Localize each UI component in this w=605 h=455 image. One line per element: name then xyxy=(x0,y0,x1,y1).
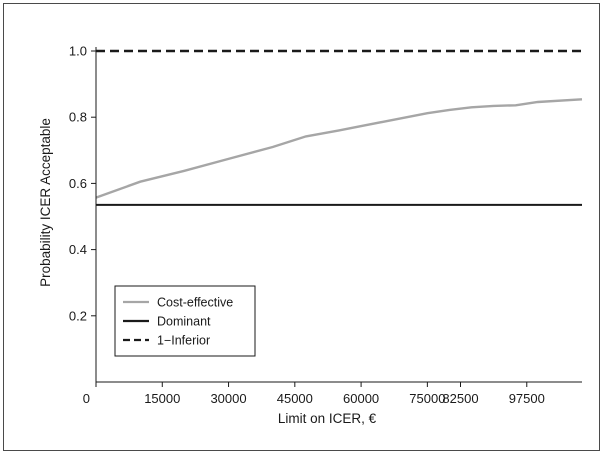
y-tick-label: 0.2 xyxy=(69,308,87,323)
line-chart: 0.2 0.4 0.6 0.8 1.0 0 15000 30000 45000 60000 750… xyxy=(38,44,583,426)
x-tick-label: 0 xyxy=(83,391,90,406)
x-tick-label: 30000 xyxy=(210,391,246,406)
legend-label-2: 1−Inferior xyxy=(157,334,210,348)
x-tick-label: 97500 xyxy=(509,391,545,406)
x-tick-label: 60000 xyxy=(343,391,379,406)
y-tick-label: 0.6 xyxy=(69,176,87,191)
y-axis-ticks: 0.2 0.4 0.6 0.8 1.0 xyxy=(69,44,96,323)
x-tick-label: 82500 xyxy=(442,391,478,406)
y-tick-label: 1.0 xyxy=(69,44,87,59)
y-tick-label: 0.8 xyxy=(69,110,87,125)
chart-frame: 0.2 0.4 0.6 0.8 1.0 0 15000 30000 45000 60000 750… xyxy=(3,3,600,451)
y-axis-title: Probability ICER Acceptable xyxy=(38,118,53,287)
axes xyxy=(95,47,582,383)
series-lines xyxy=(95,49,583,206)
x-tick-label: 15000 xyxy=(144,391,180,406)
x-tick-label: 45000 xyxy=(277,391,313,406)
y-tick-label: 0.4 xyxy=(69,242,87,257)
legend-label-1: Dominant xyxy=(157,315,211,329)
legend: Cost-effective Dominant 1−Inferior xyxy=(114,285,256,357)
x-axis-title: Limit on ICER, € xyxy=(278,411,377,426)
x-tick-label: 75000 xyxy=(409,391,445,406)
legend-label-0: Cost-effective xyxy=(157,296,233,310)
series-line-0 xyxy=(95,98,583,199)
